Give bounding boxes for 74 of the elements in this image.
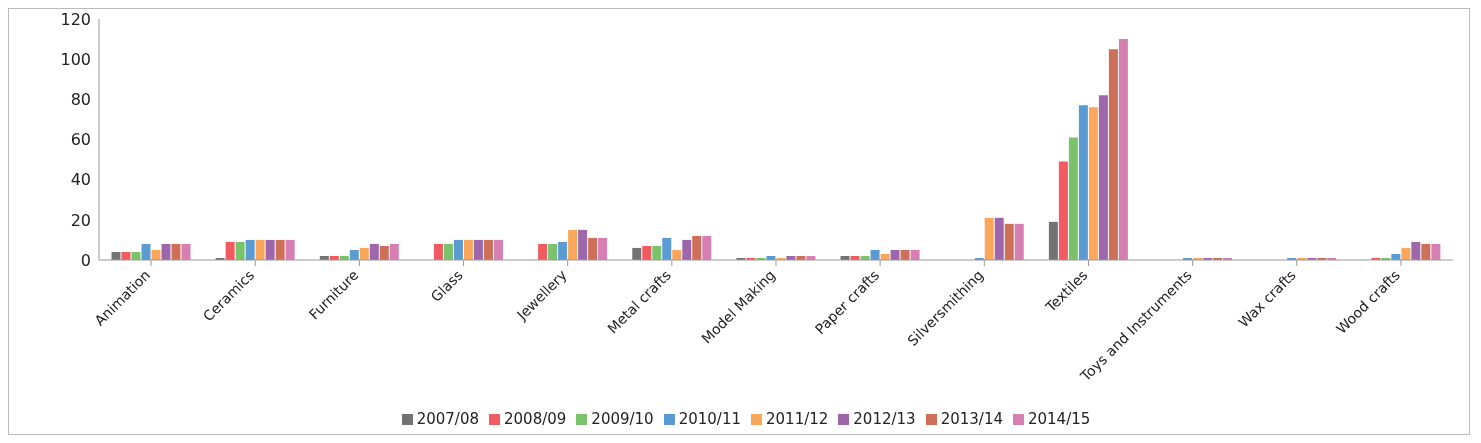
- bar: [1108, 49, 1118, 260]
- y-tick-label: 100: [60, 49, 91, 69]
- bar: [984, 217, 994, 260]
- y-tick-label: 60: [70, 130, 91, 150]
- y-tick-label: 120: [60, 9, 91, 29]
- bar: [548, 243, 558, 260]
- bar: [538, 243, 548, 260]
- legend-label: 2013/14: [940, 410, 1003, 428]
- bar: [1088, 107, 1098, 260]
- bar: [1118, 39, 1128, 260]
- bar: [1004, 223, 1014, 260]
- bar: [433, 243, 443, 260]
- legend-label: 2014/15: [1027, 410, 1091, 428]
- bar: [255, 239, 265, 260]
- legend-label: 2008/09: [504, 410, 567, 428]
- bar: [1411, 241, 1421, 260]
- bar: [598, 237, 608, 260]
- bar: [890, 249, 900, 260]
- bar: [652, 245, 662, 260]
- legend-label: 2007/08: [416, 410, 480, 428]
- bar: [578, 229, 588, 260]
- bar: [245, 239, 255, 260]
- bar: [171, 243, 181, 260]
- bar: [1401, 247, 1411, 260]
- bar: [702, 235, 712, 260]
- bar: [558, 241, 568, 260]
- bar: [275, 239, 285, 260]
- bar: [642, 245, 652, 260]
- bar: [443, 243, 453, 260]
- bar: [463, 239, 473, 260]
- bar: [235, 241, 245, 260]
- y-tick-label: 80: [70, 90, 91, 110]
- bar: [265, 239, 275, 260]
- bar: [1068, 137, 1078, 260]
- bar: [900, 249, 910, 260]
- bar: [161, 243, 171, 260]
- bar: [1014, 223, 1024, 260]
- bar: [1078, 105, 1088, 260]
- bar: [379, 245, 389, 260]
- bar: [1431, 243, 1441, 260]
- bar: [483, 239, 493, 260]
- bar: [285, 239, 295, 260]
- bar: [672, 249, 682, 260]
- y-tick-label: 20: [70, 210, 91, 230]
- bar: [1098, 95, 1108, 260]
- legend-label: 2012/13: [853, 410, 916, 428]
- bar: [1048, 221, 1058, 260]
- bar: [151, 249, 161, 260]
- legend-label: 2010/11: [678, 410, 741, 428]
- y-tick-label: 0: [80, 250, 91, 270]
- bar: [349, 249, 359, 260]
- y-tick-label: 40: [70, 170, 91, 190]
- bar: [1421, 243, 1431, 260]
- bar: [994, 217, 1004, 260]
- bar: [141, 243, 151, 260]
- bar: [870, 249, 880, 260]
- bar: [632, 247, 642, 260]
- bar: [389, 243, 399, 260]
- bar: [493, 239, 503, 260]
- bar: [181, 243, 191, 260]
- bar: [359, 247, 369, 260]
- bar: [910, 249, 920, 260]
- bar: [682, 239, 692, 260]
- bar: [588, 237, 598, 260]
- bar: [453, 239, 463, 260]
- bar: [369, 243, 379, 260]
- legend-label: 2011/12: [766, 410, 829, 428]
- bar: [473, 239, 483, 260]
- bar: [568, 229, 578, 260]
- legend-label: 2009/10: [591, 410, 654, 428]
- bar: [225, 241, 235, 260]
- bar: [662, 237, 672, 260]
- bar: [692, 235, 702, 260]
- bar: [1058, 161, 1068, 260]
